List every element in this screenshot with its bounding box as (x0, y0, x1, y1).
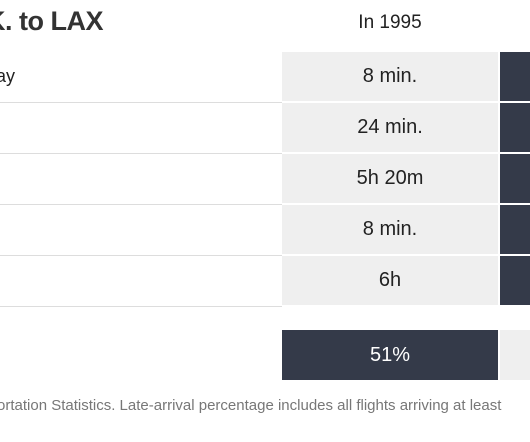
next-cell (500, 154, 530, 203)
table-title: K. to LAX (0, 6, 104, 36)
row-label: ay (0, 66, 16, 86)
value-cell: 24 min. (282, 103, 498, 152)
late-cell-next (500, 330, 530, 380)
row-separator (0, 255, 282, 256)
value-cell: 8 min. (282, 52, 498, 101)
next-cell (500, 205, 530, 254)
column-header: In 1995 (358, 12, 422, 33)
row-separator (0, 102, 282, 103)
next-cell (500, 103, 530, 152)
late-cell: 51% (282, 330, 498, 380)
source-note: ortation Statistics. Late-arrival percen… (0, 397, 502, 414)
value-cell: 6h (282, 256, 498, 305)
next-cell (500, 52, 530, 101)
next-cell (500, 256, 530, 305)
row-separator (0, 153, 282, 154)
row-separator (0, 204, 282, 205)
value-cell: 5h 20m (282, 154, 498, 203)
value-cell: 8 min. (282, 205, 498, 254)
row-separator (0, 306, 282, 307)
